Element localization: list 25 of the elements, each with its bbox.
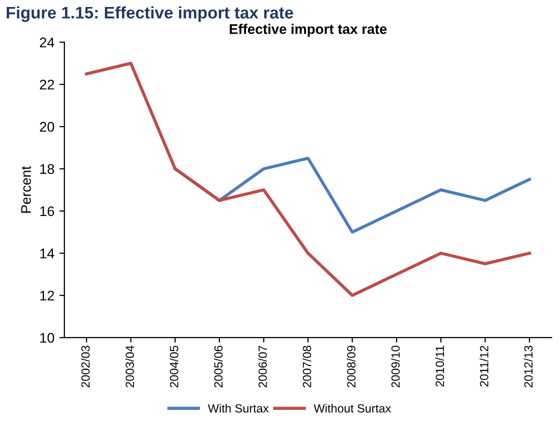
y-tick-label: 14 bbox=[40, 248, 54, 258]
x-tick-label: 2003/04 bbox=[125, 346, 134, 388]
y-tick-label: 18 bbox=[40, 164, 54, 174]
y-tick-label: 10 bbox=[40, 332, 54, 343]
legend-label: Without Surtax bbox=[314, 404, 391, 413]
x-tick-label: 2011/12 bbox=[480, 346, 488, 386]
x-tick-label: 2002/03 bbox=[81, 346, 90, 388]
x-tick-label: 2005/06 bbox=[214, 346, 223, 388]
x-tick-label: 2009/10 bbox=[391, 346, 400, 388]
legend-label: With Surtax bbox=[208, 404, 269, 413]
x-tick-label: 2012/13 bbox=[524, 346, 533, 388]
x-tick-label: 2010/11 bbox=[435, 346, 444, 386]
y-tick-label: 12 bbox=[40, 290, 54, 300]
x-tick-label: 2006/07 bbox=[258, 346, 267, 388]
chart-title: Effective import tax rate bbox=[230, 24, 387, 37]
y-axis-title: Percent bbox=[21, 166, 31, 213]
line-series bbox=[85, 62, 531, 297]
y-tick-label: 20 bbox=[40, 122, 54, 132]
y-tick-label: 24 bbox=[40, 38, 54, 48]
y-tick-label: 22 bbox=[40, 80, 54, 90]
y-tick-label: 16 bbox=[40, 206, 54, 216]
x-tick-label: 2007/08 bbox=[302, 346, 312, 388]
x-tick-label: 2004/05 bbox=[170, 346, 178, 388]
x-tick-label: 2008/09 bbox=[346, 346, 356, 388]
caption: Figure 1.15: Effective import tax rate bbox=[6, 6, 294, 22]
